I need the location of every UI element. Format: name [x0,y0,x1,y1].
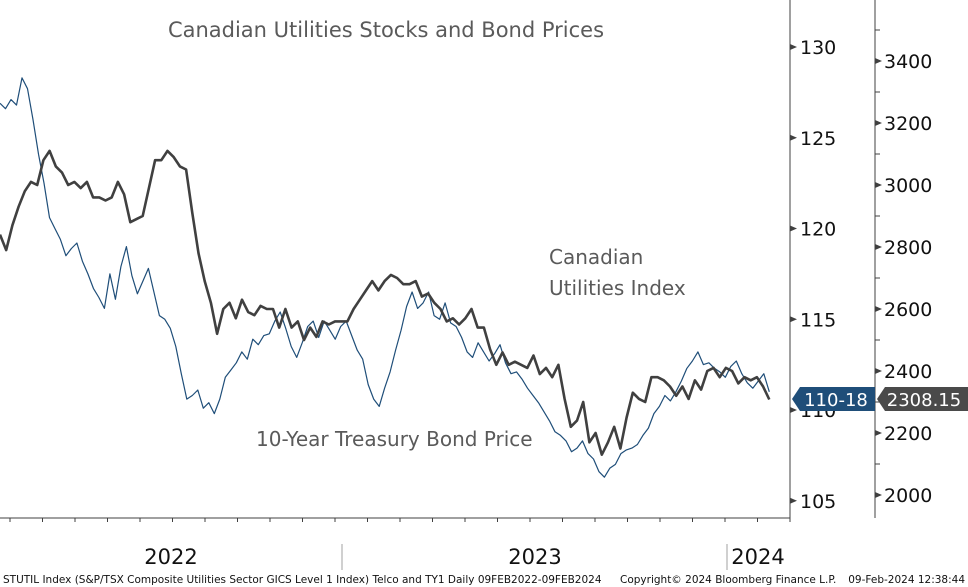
index-axis-tick [875,182,882,188]
bond-axis-tick [790,225,797,232]
annotation-utilities-line1: Canadian [549,245,643,269]
index-axis-tick [875,120,882,126]
bond-axis-tick [790,316,797,323]
utilities-index-line [0,149,771,457]
chart-title: Canadian Utilities Stocks and Bond Price… [168,18,604,42]
x-axis-ticks [9,518,791,522]
annotation-bond: 10-Year Treasury Bond Price [256,427,533,451]
bond-axis: 105110115120125130 [790,37,836,513]
index-axis-label: 3400 [884,51,932,73]
index-axis-tick [875,368,882,374]
badge-bond-shape [792,387,875,411]
annotation-utilities-line2: Utilities Index [549,276,686,300]
index-axis-tick [875,306,882,312]
last-value-badge-index: 2308.15 [877,387,968,411]
bond-axis-label: 120 [800,219,836,241]
bond-axis-label: 125 [800,128,836,150]
index-axis-tick [875,58,882,64]
footer-timestamp: 09-Feb-2024 12:38:44 [848,574,965,586]
badge-index-shape [877,387,968,411]
bond-axis-label: 130 [800,37,836,59]
index-axis-label: 2200 [884,423,932,445]
footer-description: STUTIL Index (S&P/TSX Composite Utilitie… [3,574,602,586]
bond-axis-tick [790,134,797,141]
badge-index-label: 2308.15 [887,390,961,411]
bond-price-line [0,77,770,478]
index-axis-label: 2600 [884,299,932,321]
index-axis-tick [875,430,882,436]
bond-axis-tick [790,497,797,504]
last-value-badge-bond: 110-18 [792,387,875,411]
index-axis-label: 3000 [884,175,932,197]
index-axis-tick [875,492,882,498]
index-axis-label: 3200 [884,113,932,135]
x-tick-label-2023: 2023 [508,545,561,569]
x-tick-label-2022: 2022 [144,545,197,569]
index-axis-label: 2400 [884,361,932,383]
bond-axis-label: 105 [800,491,836,513]
badge-bond-label: 110-18 [804,390,868,411]
bond-axis-tick [790,44,797,50]
index-axis-label: 2800 [884,237,932,259]
bond-axis-label: 115 [800,309,836,331]
footer-copyright: Copyright© 2024 Bloomberg Finance L.P. [620,574,836,586]
bond-axis-tick [790,407,797,413]
x-tick-label-2024: 2024 [731,545,784,569]
index-axis-tick [875,244,882,250]
index-axis: 2000 2200 2400 2600 2800 3000 3200 3400 [875,29,932,507]
index-axis-label: 2000 [884,485,932,507]
series-layer [0,77,771,478]
